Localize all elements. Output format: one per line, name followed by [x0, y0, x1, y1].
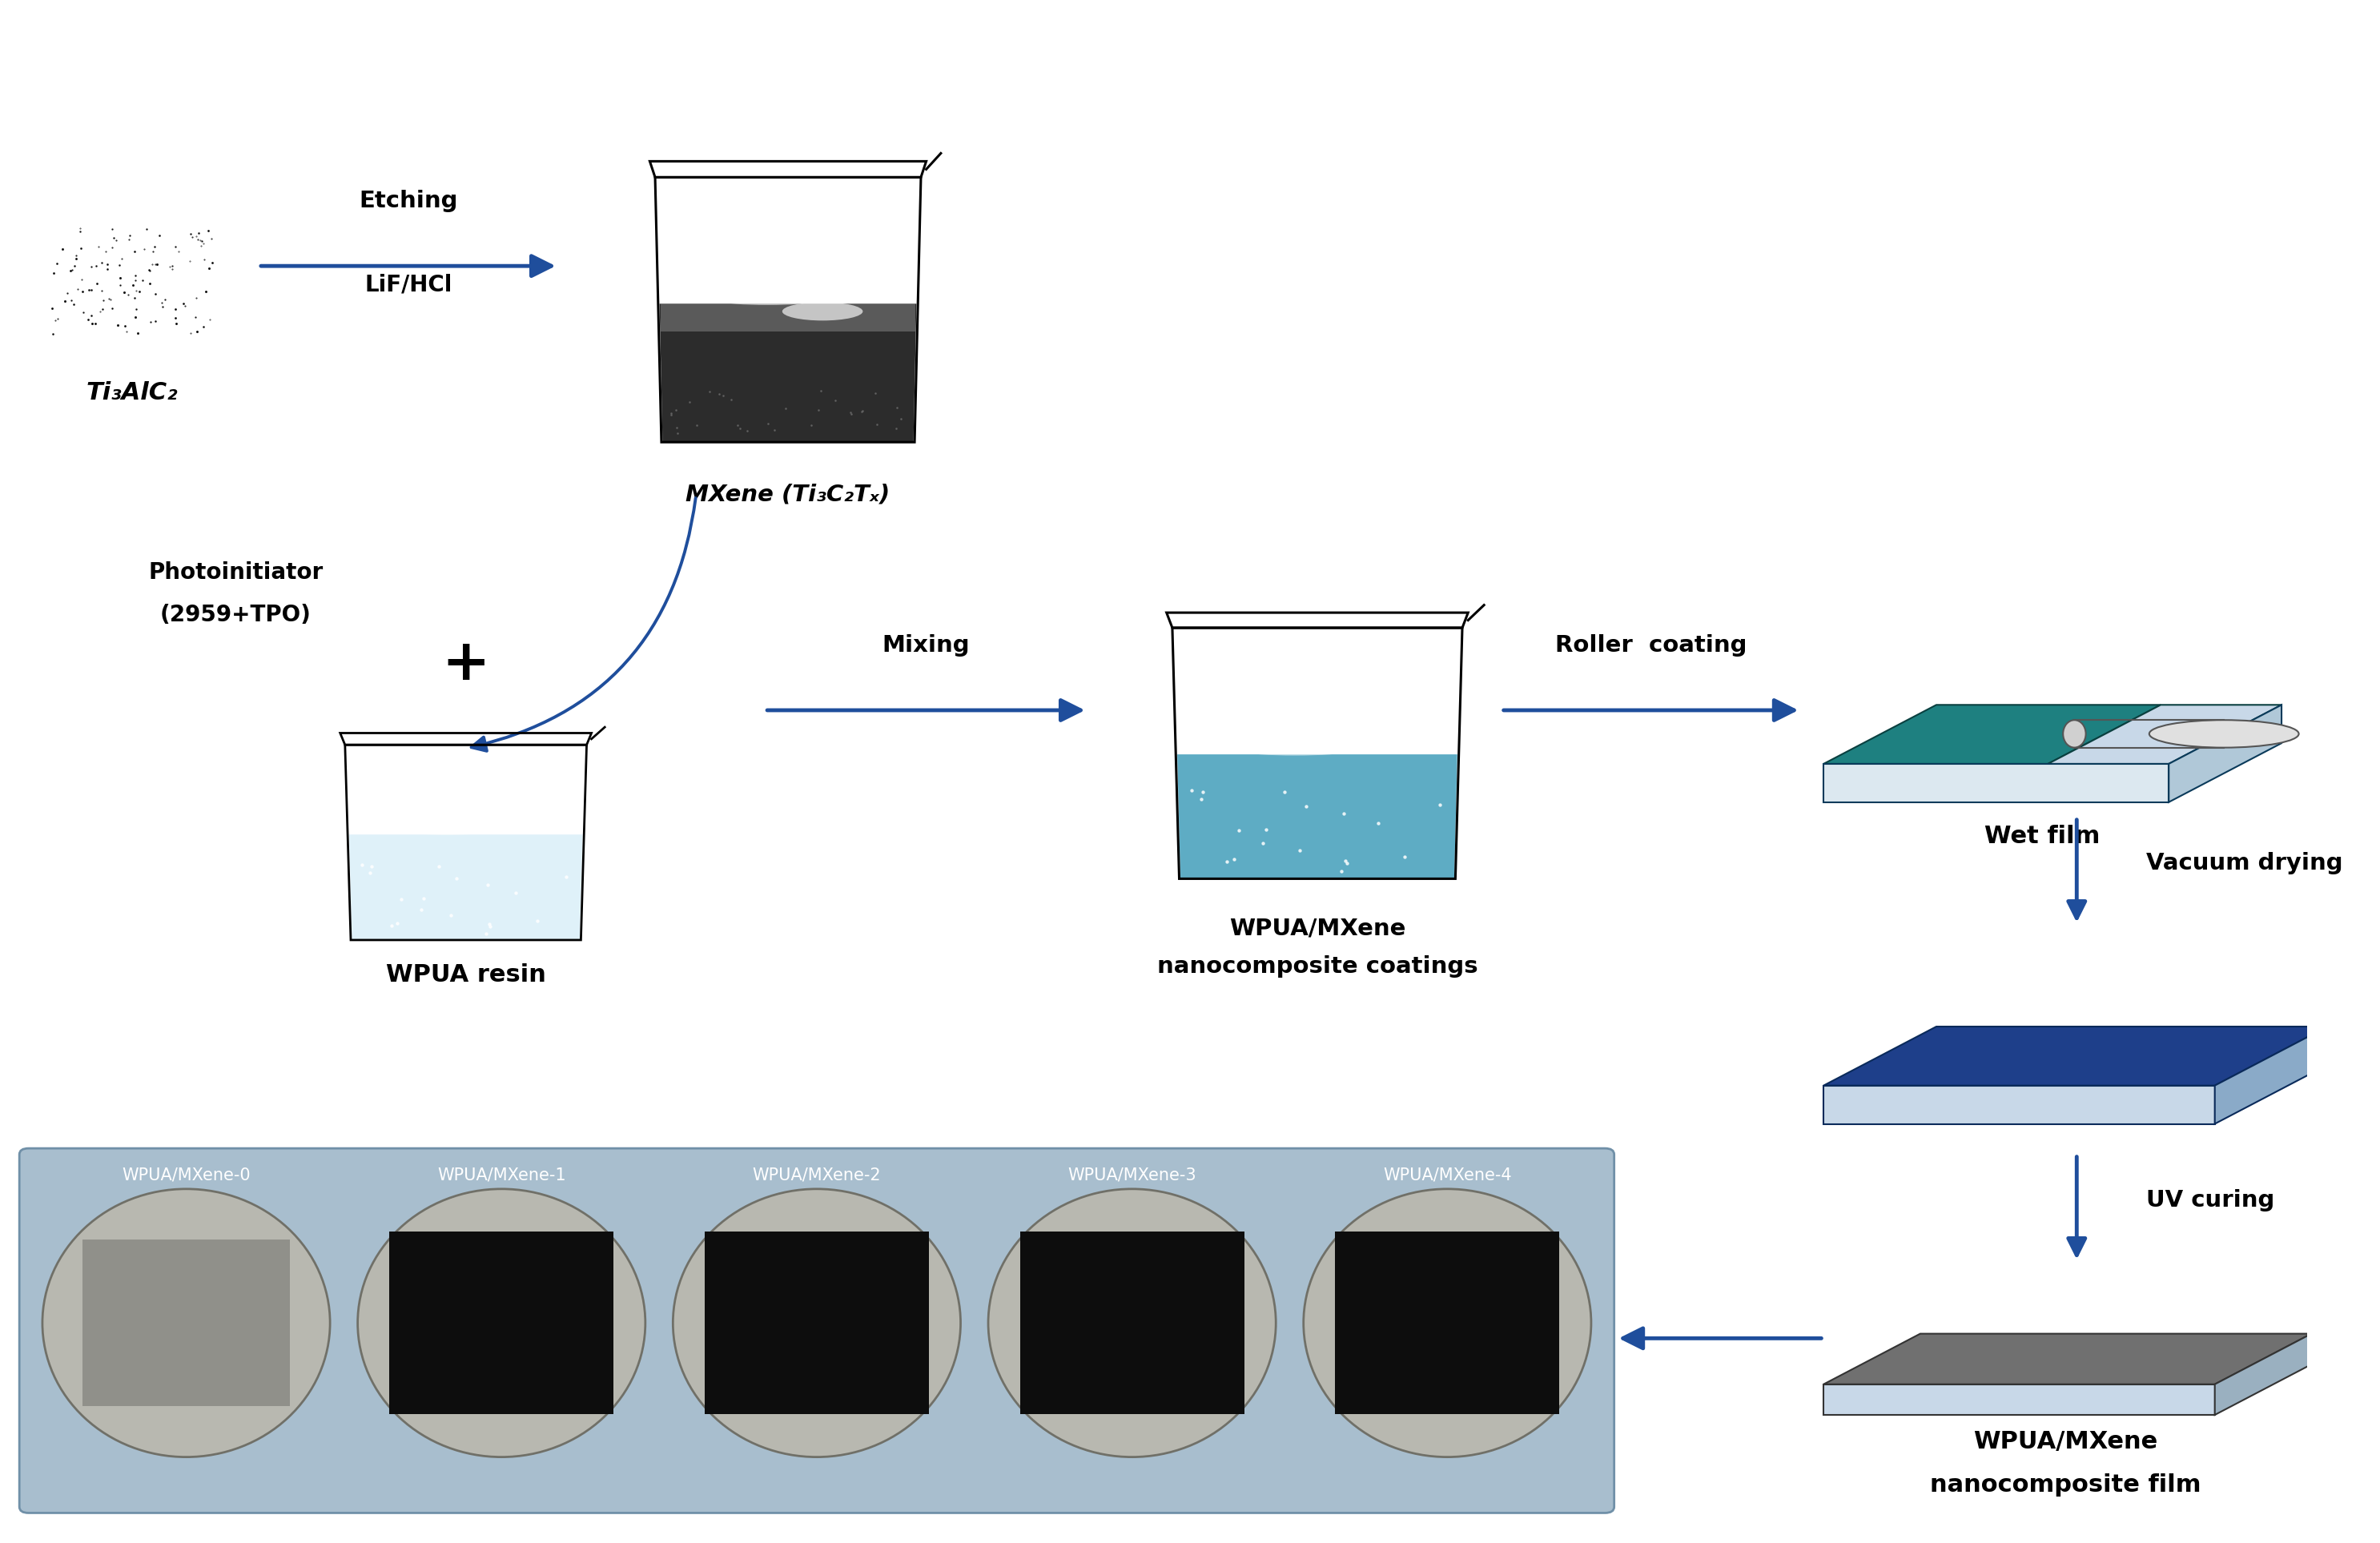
Polygon shape: [390, 1231, 614, 1413]
Text: WPUA/MXene-1: WPUA/MXene-1: [438, 1167, 566, 1183]
Text: WPUA/MXene: WPUA/MXene: [1973, 1430, 2156, 1454]
Text: Etching: Etching: [359, 190, 457, 213]
Text: Vacuum drying: Vacuum drying: [2147, 852, 2342, 875]
Polygon shape: [1823, 1384, 2216, 1415]
Polygon shape: [1178, 755, 1457, 878]
Text: UV curing: UV curing: [2147, 1190, 2275, 1211]
Text: WPUA/MXene-3: WPUA/MXene-3: [1069, 1167, 1197, 1183]
Polygon shape: [2168, 705, 2282, 802]
Polygon shape: [659, 304, 916, 441]
Text: Wet film: Wet film: [1985, 826, 2099, 849]
FancyBboxPatch shape: [19, 1148, 1614, 1514]
Polygon shape: [1823, 1333, 2311, 1384]
Ellipse shape: [43, 1190, 331, 1457]
Ellipse shape: [783, 302, 864, 321]
Polygon shape: [2047, 705, 2282, 764]
Ellipse shape: [2063, 721, 2085, 748]
Text: +: +: [443, 637, 490, 691]
Text: nanocomposite coatings: nanocomposite coatings: [1157, 955, 1478, 978]
Text: MXene (Ti₃C₂Tₓ): MXene (Ti₃C₂Tₓ): [685, 483, 890, 506]
Text: WPUA resin: WPUA resin: [386, 963, 545, 986]
Text: (2959+TPO): (2959+TPO): [159, 603, 312, 626]
Ellipse shape: [674, 1190, 962, 1457]
Text: LiF/HCl: LiF/HCl: [364, 273, 452, 296]
Polygon shape: [83, 1241, 290, 1406]
Ellipse shape: [988, 1190, 1276, 1457]
Ellipse shape: [724, 298, 812, 306]
Text: Roller  coating: Roller coating: [1554, 634, 1747, 657]
Text: WPUA/MXene-2: WPUA/MXene-2: [752, 1167, 881, 1183]
Ellipse shape: [1247, 748, 1345, 756]
Text: nanocomposite film: nanocomposite film: [1930, 1474, 2202, 1497]
Polygon shape: [1021, 1231, 1245, 1413]
Polygon shape: [1823, 705, 2161, 764]
Polygon shape: [1823, 1026, 2328, 1086]
Ellipse shape: [407, 830, 488, 835]
Polygon shape: [704, 1231, 928, 1413]
Text: WPUA/MXene-0: WPUA/MXene-0: [121, 1167, 250, 1183]
Ellipse shape: [2149, 721, 2299, 748]
Text: Photoinitiator: Photoinitiator: [148, 562, 324, 583]
Text: Mixing: Mixing: [883, 634, 971, 657]
Polygon shape: [350, 835, 583, 940]
Text: WPUA/MXene: WPUA/MXene: [1228, 917, 1407, 940]
Polygon shape: [2216, 1026, 2328, 1123]
Ellipse shape: [357, 1190, 645, 1457]
Text: WPUA/MXene-4: WPUA/MXene-4: [1383, 1167, 1511, 1183]
Polygon shape: [1823, 764, 2168, 802]
Text: Ti₃AlC₂: Ti₃AlC₂: [86, 381, 178, 404]
Polygon shape: [1823, 1086, 2216, 1123]
Polygon shape: [1335, 1231, 1559, 1413]
Ellipse shape: [1304, 1190, 1592, 1457]
Polygon shape: [662, 304, 916, 332]
Polygon shape: [2216, 1333, 2311, 1415]
